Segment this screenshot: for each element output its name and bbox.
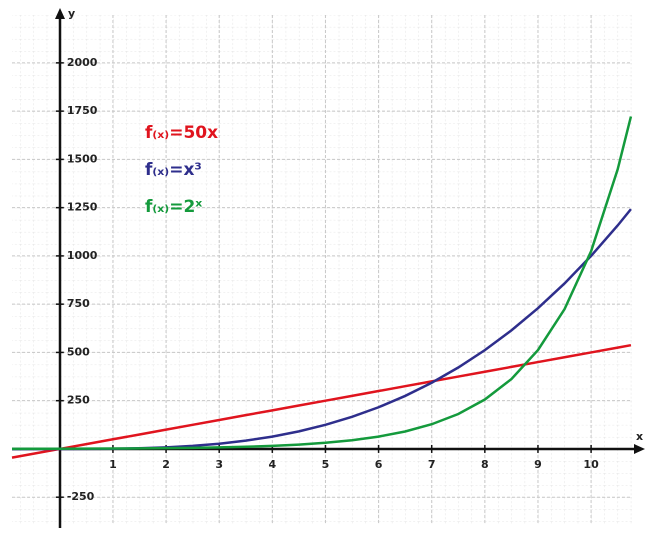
y-tick-label: 1750 — [67, 104, 98, 117]
series-line — [11, 343, 632, 459]
y-axis-label: y — [68, 7, 75, 20]
y-tick-label: 750 — [67, 297, 90, 310]
legend-label: f₍ₓ₎=50x — [145, 123, 218, 143]
x-tick-label: 7 — [428, 458, 436, 471]
x-tick-label: 6 — [375, 458, 383, 471]
y-tick-label: 500 — [67, 345, 90, 358]
legend-label: f₍ₓ₎=2ˣ — [145, 197, 202, 217]
y-tick-label: -250 — [67, 490, 95, 503]
x-tick-label: 1 — [109, 458, 117, 471]
legend-label: f₍ₓ₎=x³ — [145, 160, 202, 180]
y-tick-label: 250 — [67, 394, 90, 407]
y-arrow — [55, 8, 65, 19]
legend: f₍ₓ₎=50x f₍ₓ₎=x³ f₍ₓ₎=2ˣ — [145, 123, 218, 217]
axes: x y 1 2 3 4 5 6 7 8 9 10 -250 250 500 750 1000 1250 1500… — [12, 7, 645, 528]
x-arrow — [634, 444, 645, 454]
x-tick-label: 9 — [534, 458, 542, 471]
x-tick-label: 4 — [268, 458, 276, 471]
y-tick-label: 1000 — [67, 249, 98, 262]
y-tick-label: 1500 — [67, 152, 98, 165]
x-tick-label: 3 — [215, 458, 223, 471]
series-line — [11, 116, 633, 451]
y-tick-label: 2000 — [67, 56, 98, 69]
x-axis-label: x — [636, 430, 643, 443]
x-tick-label: 10 — [583, 458, 599, 471]
lines — [11, 116, 633, 459]
y-tick-label: 1250 — [67, 201, 98, 214]
x-tick-label: 5 — [322, 458, 330, 471]
x-tick-label: 8 — [481, 458, 489, 471]
x-tick-label: 2 — [162, 458, 170, 471]
